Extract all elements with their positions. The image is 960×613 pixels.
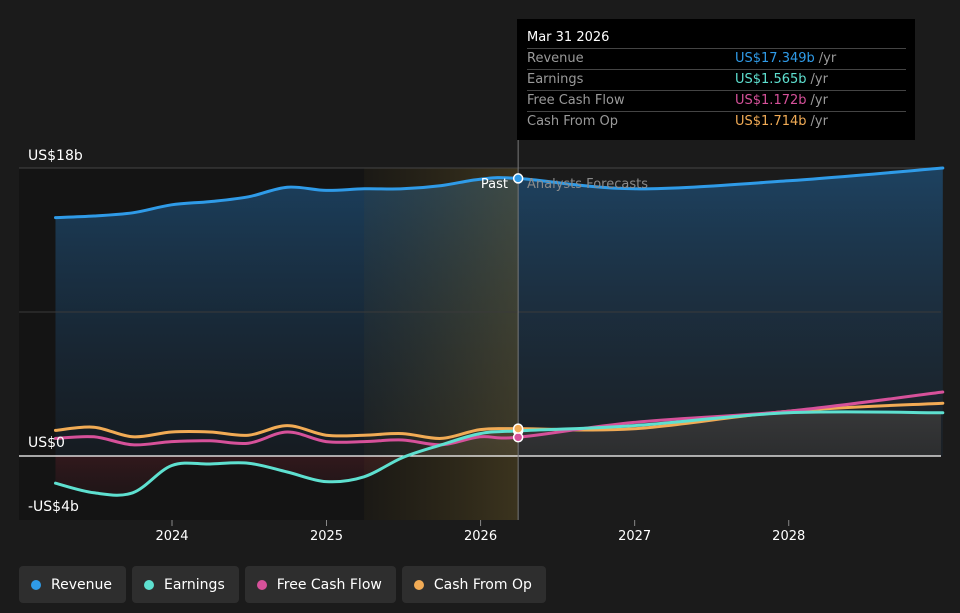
y-label-bottom: -US$4b: [28, 499, 79, 515]
x-tick-label: 2024: [155, 529, 188, 544]
x-tick-label: 2025: [310, 529, 343, 544]
tooltip-value: US$1.565b: [735, 72, 807, 87]
x-tick-label: 2026: [464, 529, 497, 544]
tooltip-value: US$17.349b: [735, 51, 815, 66]
tooltip-label: Cash From Op: [527, 114, 619, 129]
past-label: Past: [481, 177, 508, 192]
legend-item-earnings[interactable]: Earnings: [131, 566, 239, 603]
tooltip-label: Revenue: [527, 51, 584, 66]
tooltip-unit: /yr: [810, 114, 828, 129]
legend-label: Free Cash Flow: [276, 576, 382, 593]
legend-dot-icon: [143, 579, 154, 590]
y-label-zero: US$0: [28, 435, 65, 451]
tooltip-unit: /yr: [818, 51, 837, 66]
tooltip-unit: /yr: [810, 93, 828, 108]
x-tick-label: 2027: [618, 529, 651, 544]
tooltip-date: Mar 31 2026: [527, 27, 906, 49]
tooltip-row-cash-from-op: Cash From Op US$1.714b /yr: [527, 112, 906, 132]
legend-label: Cash From Op: [433, 576, 532, 593]
legend-item-cash-from-op[interactable]: Cash From Op: [401, 566, 546, 603]
legend-dot-icon: [256, 579, 267, 590]
tooltip-row-revenue: Revenue US$17.349b /yr: [527, 49, 906, 70]
revenue-line: [53, 166, 945, 220]
legend-dot-icon: [31, 579, 41, 590]
tooltip-row-free-cash-flow: Free Cash Flow US$1.172b /yr: [527, 91, 906, 112]
cash-from-op-marker: [512, 423, 524, 434]
tooltip-unit: /yr: [810, 72, 828, 87]
legend-label: Earnings: [163, 576, 225, 593]
tooltip-value: US$1.714b: [735, 114, 807, 129]
tooltip: Mar 31 2026 Revenue US$17.349b /yr Earni…: [517, 19, 915, 140]
legend-item-free-cash-flow[interactable]: Free Cash Flow: [244, 566, 396, 603]
legend: Revenue Earnings Free Cash Flow Cash Fro…: [19, 566, 546, 604]
legend-dot-icon: [413, 579, 424, 590]
forecast-label: Analysts Forecasts: [527, 177, 648, 192]
free-cash-flow-marker: [512, 432, 524, 443]
earnings-area: [55, 456, 941, 496]
tooltip-row-earnings: Earnings US$1.565b /yr: [527, 70, 906, 91]
revenue-marker: [512, 173, 524, 184]
cash-from-op-line: [53, 401, 945, 440]
free-cash-flow-line: [53, 390, 945, 447]
tooltip-label: Free Cash Flow: [527, 93, 625, 108]
legend-label: Revenue: [51, 576, 112, 593]
tooltip-label: Earnings: [527, 72, 584, 87]
y-label-top: US$18b: [28, 148, 83, 164]
earnings-line: [53, 410, 945, 497]
tooltip-value: US$1.172b: [735, 93, 807, 108]
x-tick-label: 2028: [772, 529, 805, 544]
legend-item-revenue[interactable]: Revenue: [19, 566, 126, 603]
recent-period-highlight: [364, 168, 519, 520]
